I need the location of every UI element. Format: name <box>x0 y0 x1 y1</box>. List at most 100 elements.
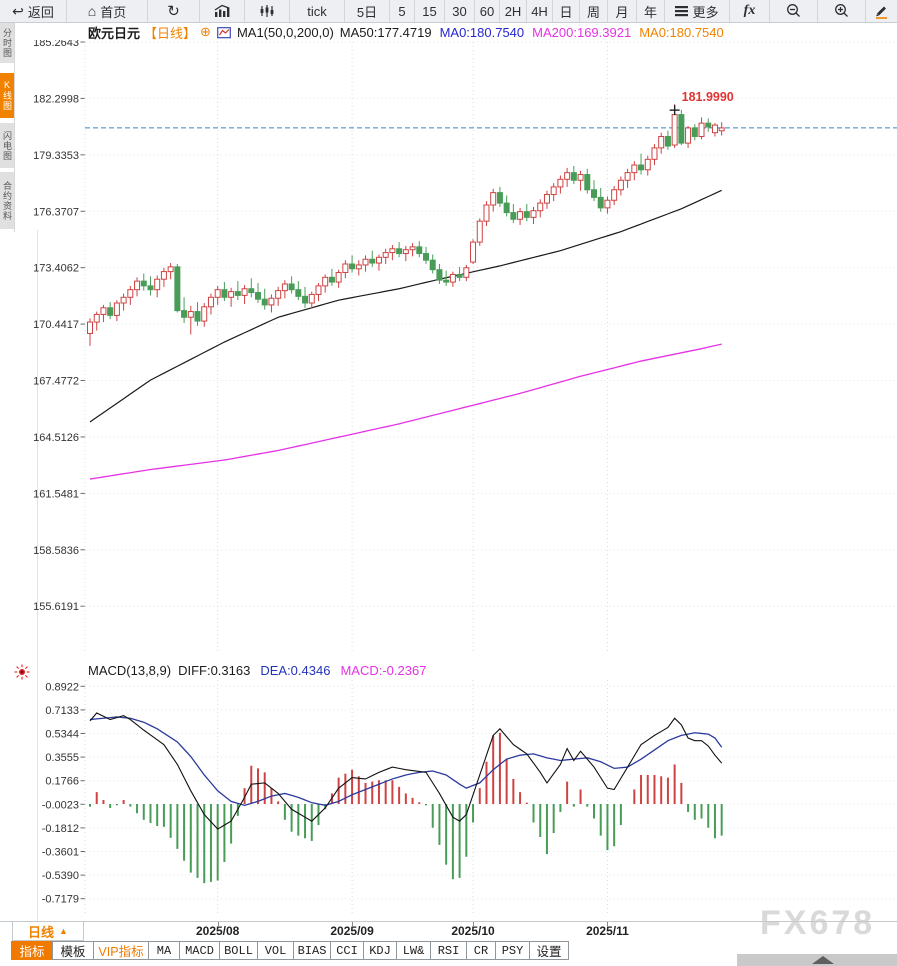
interval-30min[interactable]: 30 <box>445 0 475 22</box>
svg-text:0.3555: 0.3555 <box>45 752 79 764</box>
macd-diff-value: DIFF:0.3163 <box>178 663 251 678</box>
circle-plus-icon[interactable]: ⊕ <box>200 24 211 39</box>
zoom-in-button[interactable] <box>818 0 866 22</box>
interval-tick[interactable]: tick <box>290 0 345 22</box>
interval-60min[interactable]: 60 <box>475 0 500 22</box>
svg-text:0.7133: 0.7133 <box>45 705 79 717</box>
svg-text:-0.7179: -0.7179 <box>42 894 79 906</box>
svg-text:167.4772: 167.4772 <box>33 376 79 388</box>
svg-text:0.5344: 0.5344 <box>45 729 79 741</box>
macd-header: MACD(13,8,9) DIFF:0.3163 DEA:0.4346 MACD… <box>88 663 426 678</box>
fx-icon: fx <box>743 3 756 18</box>
refresh-button[interactable]: ↻ <box>148 0 200 22</box>
svg-text:-0.3601: -0.3601 <box>42 847 79 859</box>
interval-2h[interactable]: 2H <box>500 0 527 22</box>
sidebar-tab-contract-info[interactable]: 合约资料 <box>0 172 14 229</box>
draw-button[interactable] <box>866 0 896 22</box>
x-axis-label: 2025/10 <box>451 924 495 938</box>
panel-scroll-handle[interactable] <box>737 954 897 966</box>
interval-year[interactable]: 年 <box>637 0 665 22</box>
home-button[interactable]: ⌂ 首页 <box>67 0 148 22</box>
svg-text:-0.1812: -0.1812 <box>42 823 79 835</box>
ma50-value: MA50:177.4719 <box>339 24 432 40</box>
ma0-value-blue: MA0:180.7540 <box>439 24 525 40</box>
more-label: 更多 <box>692 4 719 20</box>
interval-4h[interactable]: 4H <box>527 0 553 22</box>
period-selector[interactable]: 日线 ▲ <box>12 922 84 941</box>
price-chart-canvas[interactable]: 185.2643 182.2998 179.3353 176.3707 173.4062… <box>0 40 897 921</box>
hamburger-icon <box>675 6 689 17</box>
x-axis-tick <box>217 922 219 926</box>
svg-text:158.5836: 158.5836 <box>33 545 79 557</box>
sidebar-tab-time-chart[interactable]: 分时图 <box>0 23 14 63</box>
candlestick-icon <box>260 5 274 17</box>
top-toolbar: ↩ 返回 ⌂ 首页 ↻ tick 5日 5 15 30 60 2H 4H <box>0 0 897 23</box>
sidebar-tab-label: 闪电图 <box>2 130 12 161</box>
indicator-tab-kdj[interactable]: KDJ <box>363 941 397 960</box>
ma50-line <box>89 189 722 423</box>
zoom-out-icon <box>786 4 800 17</box>
macd-histogram <box>89 732 723 884</box>
bar-chart-icon <box>214 4 229 17</box>
indicator-tab-bias[interactable]: BIAS <box>293 941 331 960</box>
interval-label: 2H <box>504 3 522 19</box>
macd-bar-value: MACD:-0.2367 <box>340 663 427 678</box>
sidebar-edge <box>14 22 15 232</box>
high-price-marker: 181.9990 <box>669 90 734 116</box>
indicator-tab-rsi[interactable]: RSI <box>430 941 467 960</box>
interval-label: 4H <box>531 3 548 19</box>
triangle-up-icon: ▲ <box>59 926 68 936</box>
indicator-tab-ma[interactable]: MA <box>148 941 180 960</box>
indicator-tab-cn2[interactable]: VIP指标 <box>93 941 149 960</box>
indicator-tab-psy[interactable]: PSY <box>495 941 530 960</box>
indicator-settings-icon[interactable] <box>14 664 30 680</box>
interval-label: 30 <box>452 3 467 19</box>
interval-month[interactable]: 月 <box>608 0 637 22</box>
back-label: 返回 <box>27 4 54 20</box>
svg-text:182.2998: 182.2998 <box>33 93 79 105</box>
expand-up-icon <box>812 956 834 964</box>
svg-text:0.8922: 0.8922 <box>45 681 79 693</box>
indicator-tab-boll[interactable]: BOLL <box>219 941 258 960</box>
indicator-tab-vol[interactable]: VOL <box>257 941 294 960</box>
sidebar-tab-label: 分时图 <box>2 28 12 58</box>
svg-text:176.3707: 176.3707 <box>33 206 79 218</box>
pencil-icon <box>876 6 887 19</box>
symbol-name: 欧元日元 <box>88 25 141 41</box>
svg-text:173.4062: 173.4062 <box>33 263 79 275</box>
sidebar-tab-kline-chart[interactable]: K线图 <box>0 73 14 118</box>
interval-week[interactable]: 周 <box>580 0 608 22</box>
back-button[interactable]: ↩ 返回 <box>0 0 67 22</box>
fx678-watermark: FX678 <box>760 904 876 942</box>
indicator-tab-lw[interactable]: LW& <box>396 941 431 960</box>
sidebar-tab-lightning-chart[interactable]: 闪电图 <box>0 123 14 168</box>
indicator-tab-cci[interactable]: CCI <box>330 941 364 960</box>
trend-chart-button[interactable] <box>200 0 245 22</box>
interval-label: 周 <box>586 4 600 20</box>
svg-text:-0.5390: -0.5390 <box>42 870 79 882</box>
left-panel-divider <box>37 230 38 921</box>
home-label: 首页 <box>100 4 127 20</box>
indicator-tab-cn0[interactable]: 指标 <box>11 941 53 960</box>
interval-label: 5日 <box>356 4 378 20</box>
formula-button[interactable]: fx <box>730 0 770 22</box>
period-selector-label: 日线 <box>28 924 55 940</box>
indicator-tab-cr[interactable]: CR <box>466 941 496 960</box>
interval-5min[interactable]: 5 <box>390 0 415 22</box>
zoom-in-icon <box>834 4 848 17</box>
indicator-tab-cn1[interactable]: 模板 <box>52 941 94 960</box>
indicator-tab-macd[interactable]: MACD <box>179 941 220 960</box>
time-axis-row: 日线 ▲ 2025/08 2025/09 2025/10 2025/11 <box>0 921 897 941</box>
zoom-out-button[interactable] <box>770 0 818 22</box>
interval-5day[interactable]: 5日 <box>345 0 390 22</box>
indicator-tab-cn14[interactable]: 设置 <box>529 941 569 960</box>
interval-day[interactable]: 日 <box>553 0 580 22</box>
more-button[interactable]: 更多 <box>665 0 730 22</box>
chart-type-icon[interactable] <box>217 26 231 39</box>
candle-chart-button[interactable] <box>245 0 290 22</box>
sidebar-tab-label: K线图 <box>2 80 12 111</box>
axis-labels: 185.2643 182.2998 179.3353 176.3707 173.4062… <box>33 40 79 906</box>
svg-text:155.6191: 155.6191 <box>33 601 79 613</box>
interval-15min[interactable]: 15 <box>415 0 445 22</box>
back-arrow-icon: ↩ <box>12 3 24 19</box>
